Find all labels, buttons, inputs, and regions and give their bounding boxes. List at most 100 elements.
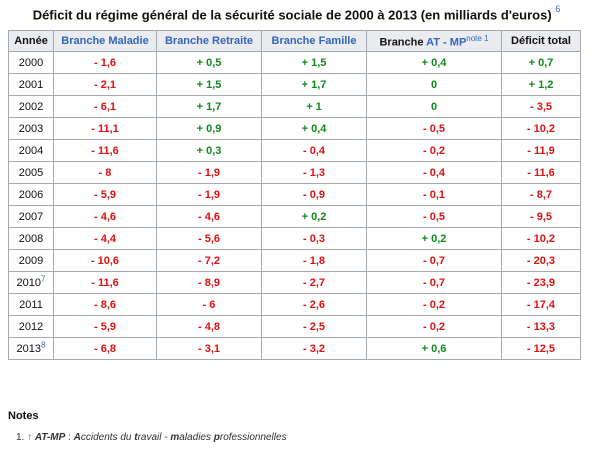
maladie-cell: - 5,9	[53, 183, 157, 206]
back-arrow-icon[interactable]: ↑	[27, 432, 33, 443]
atmp-cell: 0	[366, 95, 502, 118]
header-maladie: Branche Maladie	[53, 30, 157, 52]
retraite-cell: - 7,2	[156, 249, 262, 272]
year-cell: 2000	[8, 51, 54, 74]
famille-cell: - 2,6	[261, 293, 367, 316]
famille-cell: - 0,9	[261, 183, 367, 206]
year-cell: 2009	[8, 249, 54, 272]
year-value: 2008	[18, 232, 44, 245]
year-value: 2000	[18, 56, 44, 69]
caption-reference-link[interactable]: 6	[555, 4, 561, 14]
table-row: 20107- 11,6- 8,9- 2,7- 0,7- 23,9	[8, 271, 581, 294]
table-body: 2000- 1,6 + 0,5 + 1,5 + 0,4 + 0,7 2001- 2,1 + …	[8, 51, 581, 360]
note-text-part: p	[213, 432, 220, 443]
atmp-cell: - 0,4	[366, 161, 502, 184]
famille-cell: - 2,5	[261, 315, 367, 338]
table-row: 2006 - 5,9- 1,9- 0,9- 0,1- 8,7	[8, 183, 581, 206]
year-cell: 20138	[8, 337, 54, 360]
year-cell: 2002	[8, 95, 54, 118]
maladie-cell: - 4,4	[53, 227, 157, 250]
year-reference-link[interactable]: 8	[41, 339, 46, 349]
year-value: 2005	[18, 166, 44, 179]
year-cell: 2005	[8, 161, 54, 184]
atmp-cell: + 0,2	[366, 227, 502, 250]
year-cell: 2004	[8, 139, 54, 162]
year-cell: 2007	[8, 205, 54, 228]
maladie-cell: - 6,1	[53, 95, 157, 118]
header-annee: Année	[8, 30, 54, 52]
famille-cell: + 1,7	[261, 73, 367, 96]
note-sep: :	[65, 432, 74, 443]
famille-cell: - 3,2	[261, 337, 367, 360]
year-cell: 2006	[8, 183, 54, 206]
year-cell: 20107	[8, 271, 54, 294]
note-text: Accidents du travail - maladies professi…	[74, 432, 287, 443]
retraite-cell: + 1,7	[156, 95, 262, 118]
year-value: 2004	[18, 144, 44, 157]
retraite-cell: + 0,5	[156, 51, 262, 74]
total-cell: - 23,9	[501, 271, 581, 294]
retraite-cell: - 8,9	[156, 271, 262, 294]
caption-title: Déficit du régime général de la sécurité…	[32, 7, 552, 23]
famille-cell: + 1	[261, 95, 367, 118]
total-cell: - 13,3	[501, 315, 581, 338]
header-total: Déficit total	[501, 30, 581, 52]
total-cell: + 1,2	[501, 73, 581, 96]
at-mp-link[interactable]: AT - MP	[426, 36, 467, 49]
table-row: 2004 - 11,6 + 0,3- 0,4- 0,2- 11,9	[8, 139, 581, 162]
year-cell: 2012	[8, 315, 54, 338]
famille-cell: + 1,5	[261, 51, 367, 74]
maladie-cell: - 4,6	[53, 205, 157, 228]
total-cell: - 8,7	[501, 183, 581, 206]
table-row: 2007- 4,6- 4,6 + 0,2- 0,5- 9,5	[8, 205, 581, 228]
famille-cell: - 0,4	[261, 139, 367, 162]
note-text-part: ccidents du	[80, 432, 135, 443]
retraite-cell: - 3,1	[156, 337, 262, 360]
table-row: 2009 - 10,6- 7,2- 1,8- 0,7- 20,3	[8, 249, 581, 272]
retraite-cell: - 5,6	[156, 227, 262, 250]
year-value: 2006	[18, 188, 44, 201]
maladie-cell: - 10,6	[53, 249, 157, 272]
note-1-link[interactable]: note 1	[466, 33, 489, 43]
total-cell: - 10,2	[501, 117, 581, 140]
maladie-cell: - 6,8	[53, 337, 157, 360]
retraite-cell: - 4,6	[156, 205, 262, 228]
atmp-cell: 0	[366, 73, 502, 96]
table-row: 20138- 6,8- 3,1- 3,2 + 0,6- 12,5	[8, 337, 581, 360]
atmp-cell: - 0,7	[366, 271, 502, 294]
table-row: 2003 - 11,1 + 0,9 + 0,4- 0,5- 10,2	[8, 117, 581, 140]
atmp-cell: - 0,1	[366, 183, 502, 206]
branche-famille-link[interactable]: Branche Famille	[271, 35, 357, 47]
note-text-part: m	[170, 432, 180, 443]
year-cell: 2003	[8, 117, 54, 140]
total-cell: - 12,5	[501, 337, 581, 360]
famille-cell: + 0,2	[261, 205, 367, 228]
year-value: 2002	[18, 100, 44, 113]
deficit-table: Année Branche Maladie Branche Retraite B…	[8, 30, 581, 360]
table-row: 2008 - 4,4- 5,6- 0,3 + 0,2- 10,2	[8, 227, 581, 250]
total-cell: - 3,5	[501, 95, 581, 118]
header-atmp: Branche AT - MPnote 1	[366, 30, 502, 52]
year-value: 2013	[16, 342, 42, 355]
branche-retraite-link[interactable]: Branche Retraite	[164, 35, 254, 47]
header-row: Année Branche Maladie Branche Retraite B…	[8, 30, 581, 52]
famille-cell: - 0,3	[261, 227, 367, 250]
note-text-part: rofessionnelles	[219, 432, 287, 443]
maladie-cell: - 8,6	[53, 293, 157, 316]
total-cell: - 11,6	[501, 161, 581, 184]
atmp-cell: - 0,2	[366, 139, 502, 162]
note-text-part: A	[73, 432, 81, 443]
famille-cell: - 1,8	[261, 249, 367, 272]
total-cell: - 20,3	[501, 249, 581, 272]
atmp-cell: - 0,7	[366, 249, 502, 272]
year-value: 2009	[18, 254, 44, 267]
atmp-cell: - 0,2	[366, 315, 502, 338]
famille-cell: - 1,3	[261, 161, 367, 184]
table-row: 2011 - 8,6- 6- 2,6- 0,2- 17,4	[8, 293, 581, 316]
year-reference-link[interactable]: 7	[41, 273, 46, 283]
year-cell: 2008	[8, 227, 54, 250]
note-1: 1. ↑ AT-MP : Accidents du travail - mala…	[16, 432, 287, 443]
branche-maladie-link[interactable]: Branche Maladie	[61, 35, 149, 47]
retraite-cell: + 0,9	[156, 117, 262, 140]
